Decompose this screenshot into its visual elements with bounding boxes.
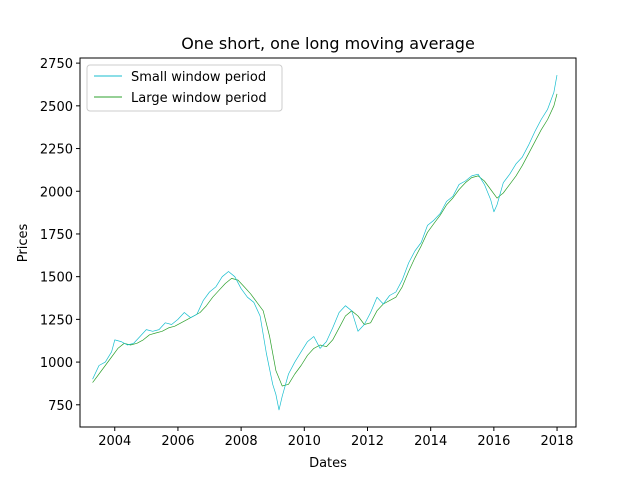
- x-tick-label: 2012: [351, 434, 384, 449]
- y-tick-label: 2000: [40, 185, 73, 200]
- y-tick-label: 750: [48, 399, 73, 414]
- series-line-large-window: [92, 93, 558, 387]
- y-axis: 750 1000 1250 1500 1750 2000 2250 2500 2750: [40, 57, 80, 414]
- axes-frame: [79, 57, 577, 428]
- y-tick-label: 1000: [40, 356, 73, 371]
- legend-label-large-window: Large window period: [131, 91, 267, 106]
- chart-title: One short, one long moving average: [181, 34, 475, 53]
- x-axis-label: Dates: [309, 456, 347, 471]
- x-tick-label: 2004: [98, 434, 131, 449]
- y-tick-label: 1750: [40, 228, 73, 243]
- x-tick-label: 2010: [288, 434, 321, 449]
- x-tick-label: 2016: [477, 434, 510, 449]
- x-tick-label: 2018: [540, 434, 573, 449]
- x-tick-label: 2008: [225, 434, 258, 449]
- x-axis: 2004 2006 2008 2010 2012 2014 2016 2018: [98, 427, 574, 449]
- y-tick-label: 2250: [40, 143, 73, 158]
- x-tick-label: 2006: [161, 434, 194, 449]
- legend: Small window period Large window period: [86, 64, 283, 112]
- y-tick-label: 1250: [40, 313, 73, 328]
- series-line-small-window: [92, 75, 558, 411]
- legend-box: [86, 64, 283, 112]
- y-axis-label: Prices: [16, 224, 31, 263]
- x-tick-label: 2014: [414, 434, 447, 449]
- plot-area: [92, 75, 558, 411]
- y-tick-label: 2500: [40, 100, 73, 115]
- y-tick-label: 1500: [40, 271, 73, 286]
- y-tick-label: 2750: [40, 57, 73, 72]
- legend-label-small-window: Small window period: [131, 70, 266, 85]
